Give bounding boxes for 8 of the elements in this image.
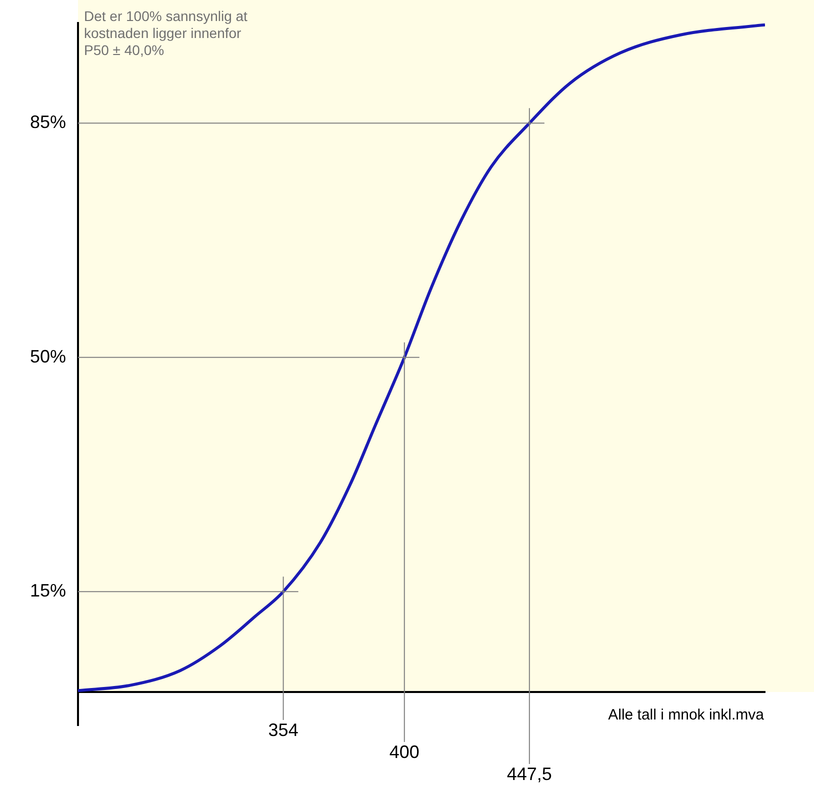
y-tick-label: 15% [30,580,66,601]
y-tick-label: 85% [30,112,66,132]
ref-line-label: 447,5 [506,764,552,784]
ref-line-label: 354 [268,720,298,740]
ref-line-label: 400 [389,742,420,762]
text: Alle tall i mnok inkl.mva [608,706,765,724]
annotation: Det er 100% sannsynlig at kostnaden ligger innenfor P50 ± 40,0% [84,8,248,58]
y-tick-label: 50% [30,346,66,366]
